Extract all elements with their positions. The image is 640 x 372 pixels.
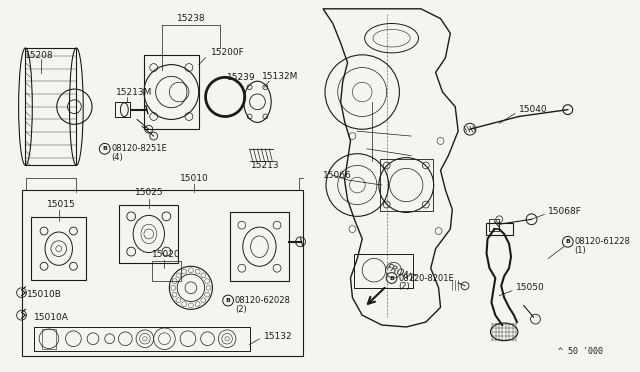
Text: 15238: 15238 xyxy=(177,14,205,23)
Text: 15040: 15040 xyxy=(519,105,547,114)
Text: (2): (2) xyxy=(399,282,410,291)
Text: 15213: 15213 xyxy=(251,161,279,170)
Text: B: B xyxy=(389,276,394,280)
Text: 15050: 15050 xyxy=(516,283,545,292)
Text: 15010A: 15010A xyxy=(35,313,69,322)
Bar xyxy=(26,48,76,166)
Text: 15020: 15020 xyxy=(152,250,180,259)
Text: B: B xyxy=(102,146,107,151)
Text: B: B xyxy=(226,298,230,303)
Bar xyxy=(35,327,250,352)
Text: 08120-8201E: 08120-8201E xyxy=(399,273,454,282)
Bar xyxy=(144,55,199,129)
Text: 15066: 15066 xyxy=(323,171,352,180)
Text: ^ 50 '000: ^ 50 '000 xyxy=(558,347,603,356)
Bar xyxy=(22,190,303,356)
Bar xyxy=(486,223,513,235)
Bar xyxy=(380,158,433,211)
Bar xyxy=(31,217,86,280)
Text: 15213M: 15213M xyxy=(115,87,152,96)
Text: 15132: 15132 xyxy=(264,332,293,341)
Text: 08120-62028: 08120-62028 xyxy=(235,296,291,305)
Text: (4): (4) xyxy=(111,153,124,162)
Bar xyxy=(490,219,499,231)
Text: (1): (1) xyxy=(575,246,586,255)
Text: 15015: 15015 xyxy=(47,200,76,209)
Bar xyxy=(355,254,413,288)
Text: FRONT: FRONT xyxy=(385,263,417,284)
Text: 15208: 15208 xyxy=(26,51,54,60)
Bar xyxy=(115,102,130,118)
Text: 15200F: 15200F xyxy=(211,48,244,57)
Text: 15010: 15010 xyxy=(179,174,208,183)
Text: 15239: 15239 xyxy=(227,73,256,82)
Text: 08120-61228: 08120-61228 xyxy=(575,237,630,246)
Bar xyxy=(42,329,56,349)
Text: 15025: 15025 xyxy=(134,188,163,198)
Text: 08120-8251E: 08120-8251E xyxy=(111,144,167,153)
Text: (2): (2) xyxy=(235,305,246,314)
Bar xyxy=(152,262,181,281)
Bar xyxy=(120,205,178,263)
Bar xyxy=(230,212,289,281)
Text: 15132M: 15132M xyxy=(262,72,299,81)
Text: B: B xyxy=(565,239,570,244)
Text: 15010B: 15010B xyxy=(28,290,62,299)
Text: 15068F: 15068F xyxy=(548,207,582,216)
